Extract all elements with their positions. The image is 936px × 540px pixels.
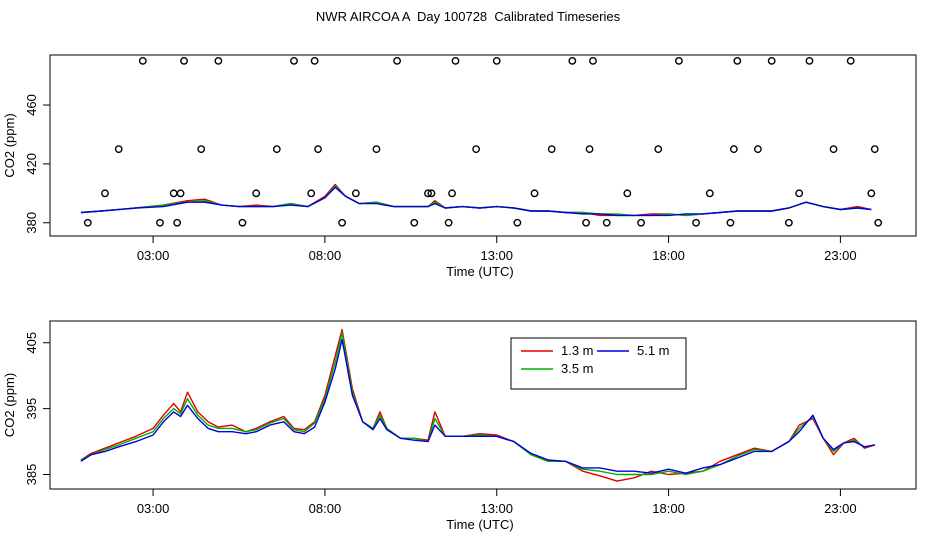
top-calibration-point bbox=[589, 56, 597, 65]
bottom-legend-label: 3.5 m bbox=[561, 361, 594, 376]
bottom-y-tick-label: 395 bbox=[24, 398, 39, 420]
top-y-tick-label: 460 bbox=[24, 94, 39, 116]
top-calibration-point bbox=[448, 189, 456, 198]
bottom-x-tick-label: 03:00 bbox=[137, 501, 170, 516]
top-calibration-point bbox=[582, 218, 590, 227]
top-calibration-point bbox=[451, 56, 460, 65]
top-calibration-point bbox=[444, 218, 453, 227]
top-calibration-point bbox=[767, 56, 776, 65]
top-series-line-3 bbox=[80, 186, 872, 217]
top-x-tick-label: 13:00 bbox=[480, 248, 513, 263]
top-calibration-point bbox=[138, 56, 147, 65]
top-calibration-point bbox=[472, 145, 481, 154]
top-calibration-point bbox=[795, 189, 804, 198]
top-calibration-point bbox=[238, 218, 247, 227]
bottom-x-tick-label: 13:00 bbox=[480, 501, 513, 516]
top-calibration-point bbox=[424, 189, 432, 198]
top-y-axis-title: CO2 (ppm) bbox=[2, 113, 17, 177]
top-calibration-point bbox=[654, 145, 663, 154]
top-calibration-point bbox=[726, 218, 735, 227]
top-calibration-point bbox=[338, 218, 347, 227]
top-calibration-point bbox=[252, 189, 261, 198]
bottom-plot-frame bbox=[49, 320, 917, 490]
top-calibration-point bbox=[692, 218, 700, 227]
top-calibration-point bbox=[83, 218, 92, 227]
bottom-y-tick-label: 405 bbox=[24, 332, 39, 354]
top-calibration-point bbox=[846, 56, 855, 65]
top-plot-frame bbox=[49, 54, 917, 237]
top-calibration-point bbox=[805, 56, 814, 65]
top-x-axis-title: Time (UTC) bbox=[446, 264, 513, 279]
top-calibration-point bbox=[870, 145, 879, 154]
top-calibration-point bbox=[729, 145, 738, 154]
top-x-tick-label: 08:00 bbox=[309, 248, 342, 263]
top-calibration-point bbox=[829, 145, 838, 154]
top-calibration-point bbox=[867, 189, 876, 198]
bottom-legend-label: 1.3 m bbox=[561, 343, 594, 358]
top-calibration-point bbox=[101, 189, 109, 198]
top-calibration-point bbox=[173, 218, 182, 227]
top-calibration-point bbox=[530, 189, 539, 198]
bottom-legend-label: 5.1 m bbox=[637, 343, 670, 358]
top-calibration-point bbox=[674, 56, 683, 65]
top-calibration-point bbox=[114, 145, 123, 154]
top-x-tick-label: 03:00 bbox=[137, 248, 170, 263]
top-calibration-point bbox=[623, 189, 632, 198]
top-calibration-point bbox=[290, 56, 298, 65]
top-calibration-point bbox=[272, 145, 281, 154]
chart-title: NWR AIRCOA A Day 100728 Calibrated Times… bbox=[315, 9, 621, 24]
bottom-y-axis-title: CO2 (ppm) bbox=[2, 373, 17, 437]
top-calibration-point bbox=[602, 218, 611, 227]
bottom-x-tick-label: 23:00 bbox=[824, 501, 857, 516]
top-calibration-point bbox=[754, 145, 762, 154]
bottom-legend-box bbox=[510, 337, 687, 390]
top-calibration-point bbox=[169, 189, 178, 198]
top-calibration-point bbox=[307, 189, 316, 198]
top-calibration-point bbox=[705, 189, 714, 198]
bottom-series-line-3 bbox=[80, 338, 875, 474]
top-calibration-point bbox=[314, 145, 322, 154]
top-calibration-point bbox=[156, 218, 164, 227]
top-calibration-point bbox=[372, 145, 381, 154]
top-calibration-point bbox=[492, 56, 501, 65]
bottom-series-line-1 bbox=[80, 328, 876, 482]
top-calibration-point bbox=[427, 189, 436, 198]
bottom-x-tick-label: 18:00 bbox=[652, 501, 685, 516]
bottom-y-tick-label: 385 bbox=[24, 464, 39, 486]
top-calibration-point bbox=[784, 218, 793, 227]
bottom-x-tick-label: 08:00 bbox=[309, 501, 342, 516]
top-calibration-point bbox=[310, 56, 319, 65]
top-calibration-point bbox=[176, 189, 185, 198]
top-calibration-point bbox=[197, 145, 206, 154]
top-calibration-point bbox=[585, 145, 594, 154]
top-calibration-point bbox=[513, 218, 522, 227]
top-calibration-point bbox=[180, 56, 188, 65]
top-calibration-point bbox=[351, 189, 360, 198]
top-calibration-point bbox=[547, 145, 556, 154]
top-calibration-point bbox=[874, 218, 883, 227]
top-y-tick-label: 380 bbox=[24, 212, 39, 234]
bottom-x-axis-title: Time (UTC) bbox=[446, 517, 513, 532]
top-calibration-point bbox=[637, 218, 645, 227]
top-x-tick-label: 18:00 bbox=[652, 248, 685, 263]
top-x-tick-label: 23:00 bbox=[824, 248, 857, 263]
top-calibration-point bbox=[410, 218, 419, 227]
bottom-series-line-2 bbox=[80, 332, 875, 476]
top-calibration-point bbox=[393, 56, 401, 65]
top-y-tick-label: 420 bbox=[24, 153, 39, 175]
top-calibration-point bbox=[568, 56, 577, 65]
top-calibration-point bbox=[733, 56, 742, 65]
top-calibration-point bbox=[214, 56, 223, 65]
